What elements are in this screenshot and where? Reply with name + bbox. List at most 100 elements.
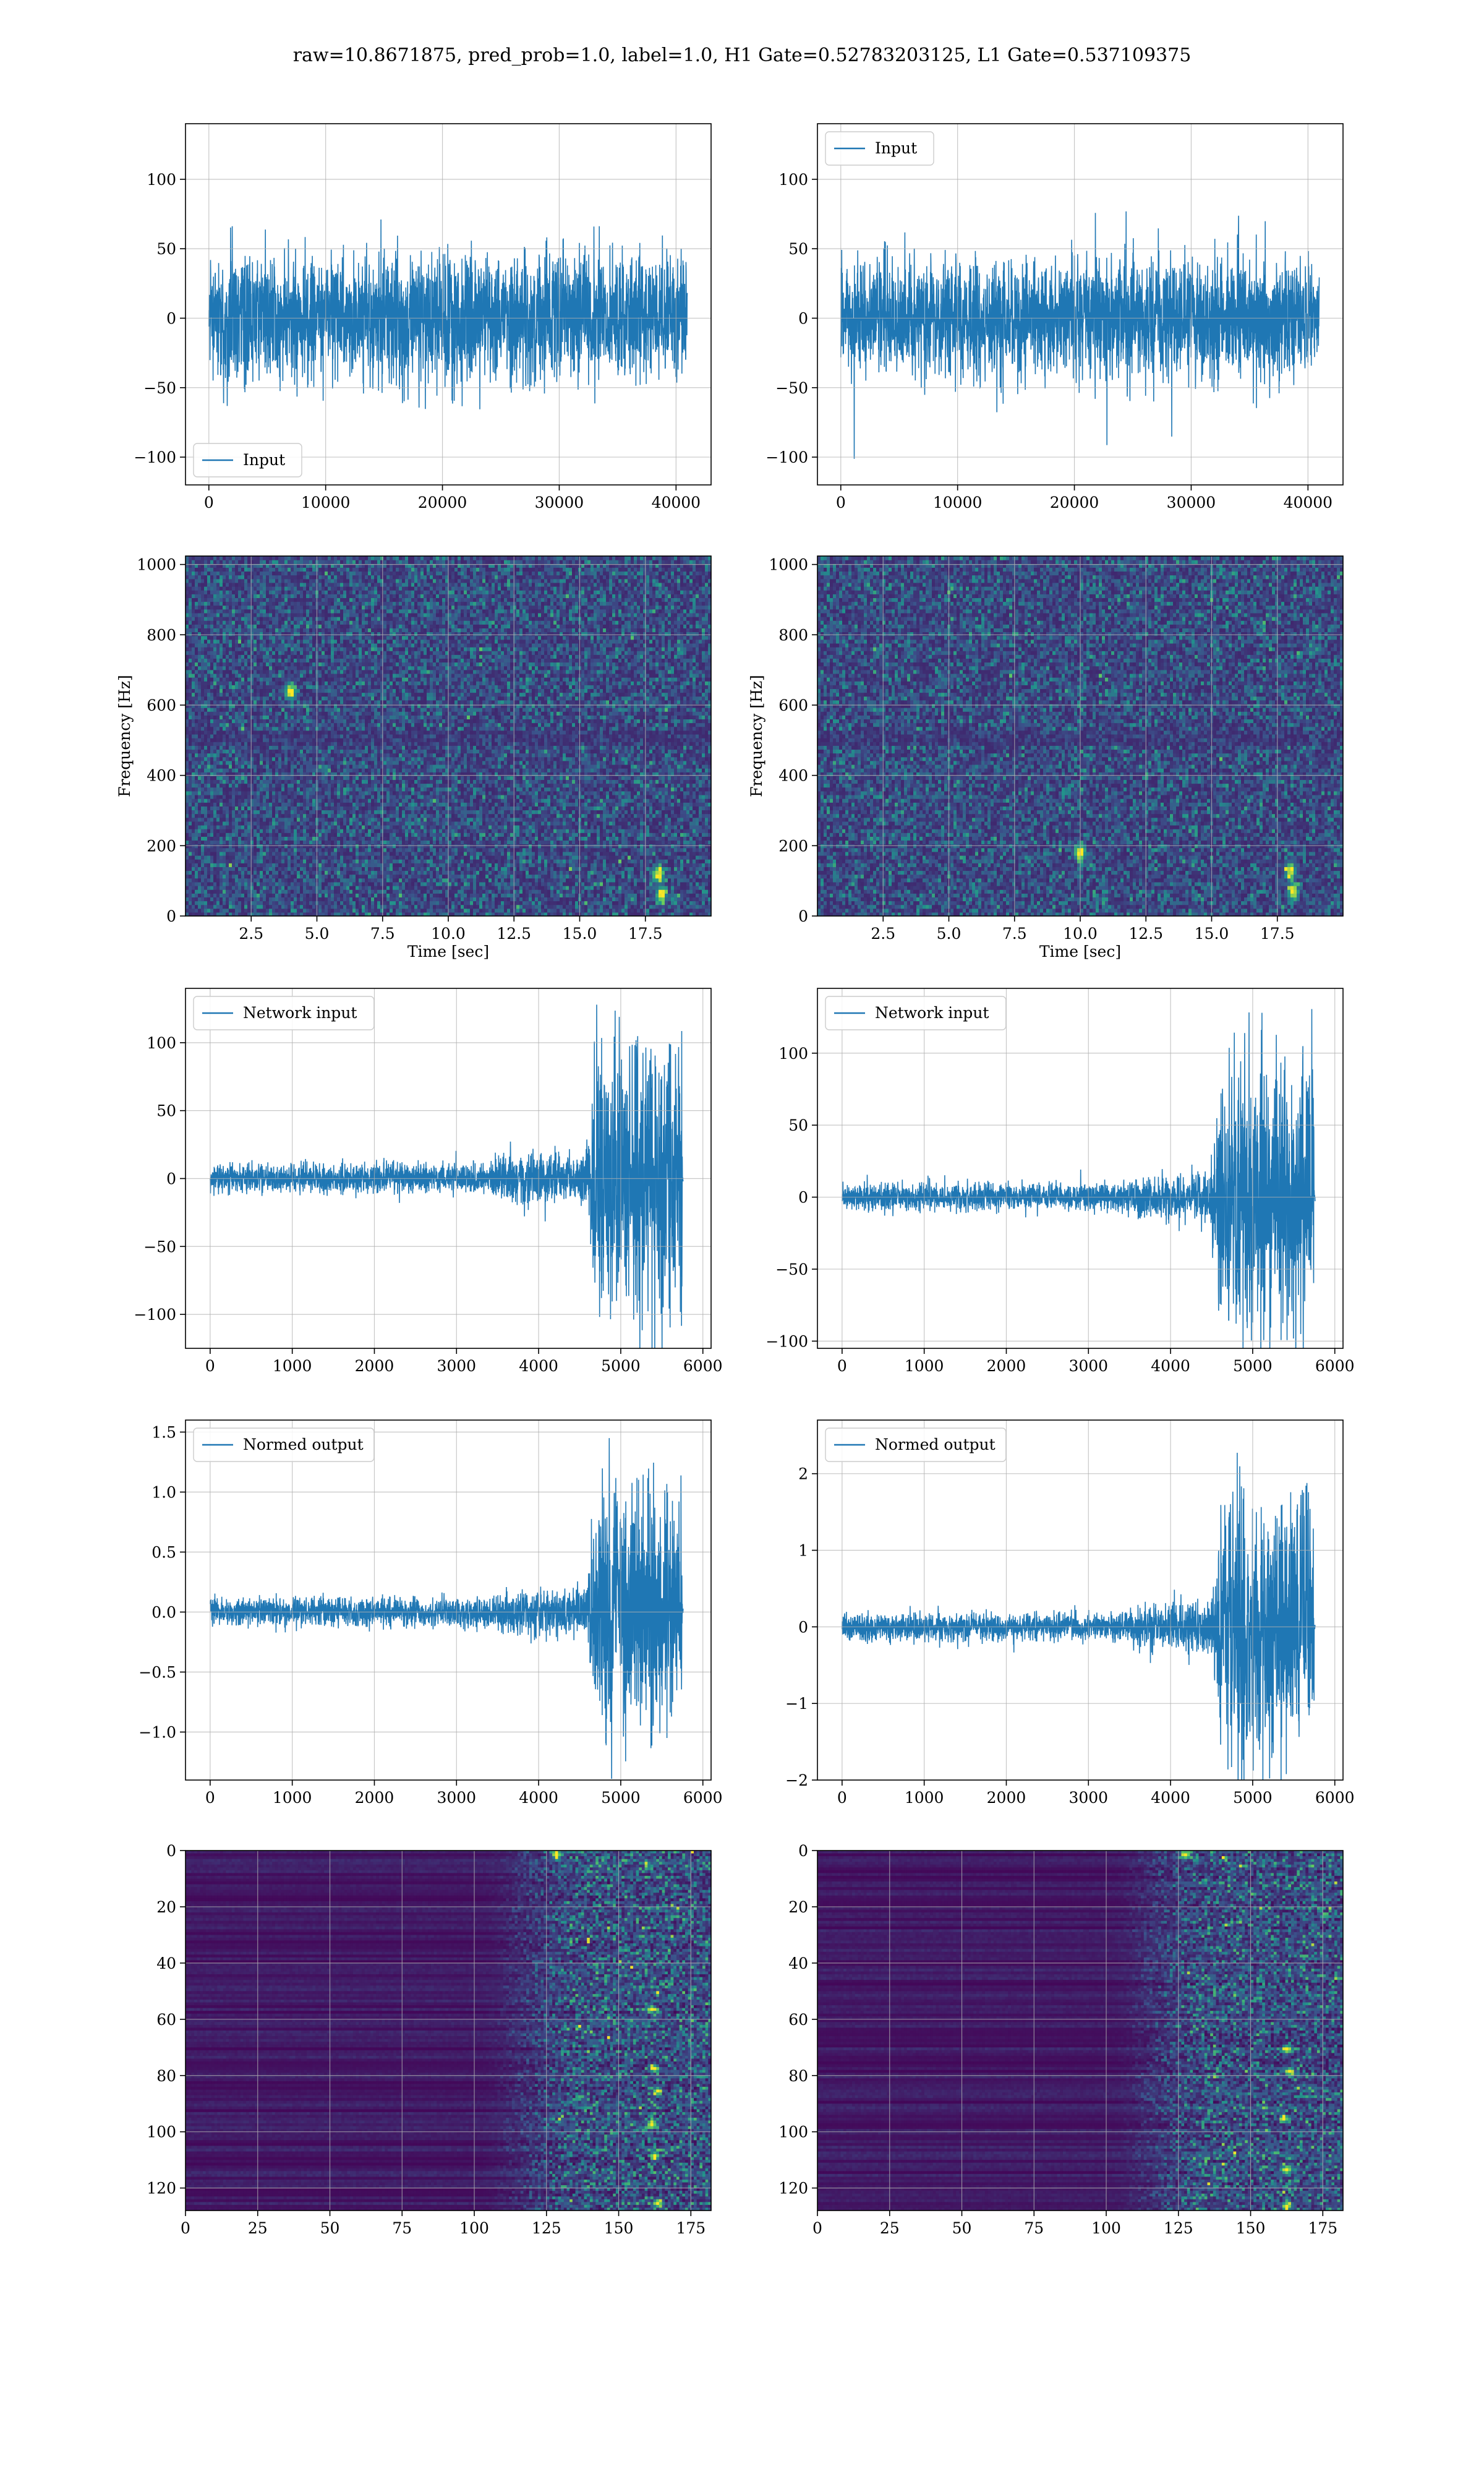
x-tick-label: 4000 [1151,1789,1190,1807]
x-tick-label: 1000 [905,1789,944,1807]
x-tick-label: 20000 [1050,494,1099,511]
x-tick-label: 75 [392,2219,412,2237]
x-tick-label: 20000 [418,494,467,511]
x-tick-label: 6000 [683,1357,723,1375]
legend-label: Network input [243,1004,357,1022]
x-tick-label: 75 [1024,2219,1044,2237]
x-tick-label: 10000 [933,494,983,511]
x-tick-label: 0 [836,494,846,511]
y-tick-label: 120 [778,2180,808,2198]
x-tick-label: 3000 [437,1789,476,1807]
y-tick-label: 0 [798,1189,808,1207]
y-tick-label: 50 [788,240,808,258]
y-tick-label: 40 [788,1954,808,1972]
legend-label: Normed output [243,1436,364,1453]
y-tick-label: −100 [134,1306,176,1324]
x-tick-label: 1000 [905,1357,944,1375]
x-tick-label: 5000 [601,1789,641,1807]
x-tick-label: 150 [1236,2219,1266,2237]
y-tick-label: 100 [778,1045,808,1063]
y-tick-label: 60 [156,2011,176,2029]
y-tick-label: 50 [156,1102,176,1120]
x-tick-label: 4000 [1151,1357,1190,1375]
x-tick-label: 175 [676,2219,706,2237]
x-tick-label: 50 [952,2219,972,2237]
legend-label: Input [875,139,917,157]
y-axis-label: Frequency [Hz] [748,675,765,797]
feature-cells [817,1851,1344,2211]
x-tick-label: 0 [205,1357,215,1375]
x-tick-label: 0 [181,2219,190,2237]
y-tick-label: 60 [788,2011,808,2029]
x-tick-label: 10000 [301,494,351,511]
y-tick-label: 1000 [137,556,176,574]
x-tick-label: 0 [205,1789,215,1807]
y-tick-label: −50 [143,379,176,397]
x-tick-label: 15.0 [563,925,597,943]
y-tick-label: 0 [166,1170,176,1188]
y-tick-label: 200 [778,837,808,855]
y-tick-label: 400 [147,767,176,785]
legend: Input [194,443,302,477]
chart-l1-spectrogram: 2.5 5.0 7.5 10.0 12.5 15.0 17.5020040060080010… [748,556,1344,961]
legend: Normed output [194,1428,374,1462]
x-tick-label: 40000 [1284,494,1333,511]
y-tick-label: 2 [798,1465,808,1483]
y-tick-label: 0 [166,1842,176,1860]
y-tick-label: 100 [147,1034,176,1052]
x-tick-label: 0 [837,1357,847,1375]
y-tick-label: 0 [798,907,808,925]
x-tick-label: 6000 [1315,1789,1355,1807]
x-tick-label: 125 [1164,2219,1193,2237]
y-tick-label: −1.0 [139,1723,176,1741]
x-tick-label: 4000 [519,1357,558,1375]
x-tick-label: 6000 [1315,1357,1355,1375]
y-tick-label: −100 [765,448,808,466]
x-tick-label: 150 [604,2219,634,2237]
y-tick-label: −1 [785,1695,808,1713]
x-axis-label: Time [sec] [1039,943,1121,961]
x-tick-label: 17.5 [628,925,663,943]
x-tick-label: 125 [532,2219,561,2237]
y-tick-label: 1.0 [151,1483,176,1501]
x-tick-label: 3000 [1068,1357,1108,1375]
x-tick-label: 2.5 [871,925,895,943]
x-tick-label: 5000 [1233,1357,1273,1375]
legend-label: Input [243,451,285,469]
y-tick-label: 100 [778,171,808,189]
x-tick-label: 2000 [355,1789,394,1807]
y-tick-label: 100 [147,171,176,189]
x-tick-label: 7.5 [370,925,395,943]
x-tick-label: 100 [1091,2219,1121,2237]
y-tick-label: 1 [798,1542,808,1560]
y-tick-label: 0.0 [151,1603,176,1621]
y-tick-label: −50 [775,1261,808,1278]
y-tick-label: 0 [798,1618,808,1636]
chart-h1-spectrogram: 2.5 5.0 7.5 10.0 12.5 15.0 17.5020040060080010… [116,556,712,961]
x-axis-label: Time [sec] [407,943,489,961]
x-tick-label: 100 [459,2219,489,2237]
y-tick-label: 40 [156,1954,176,1972]
x-tick-label: 0 [837,1789,847,1807]
x-tick-label: 12.5 [497,925,531,943]
y-tick-label: 800 [147,626,176,644]
y-tick-label: 50 [788,1116,808,1134]
figure-title: raw=10.8671875, pred_prob=1.0, label=1.0… [293,45,1192,66]
y-tick-label: 0 [798,1842,808,1860]
x-tick-label: 5.0 [305,925,330,943]
x-tick-label: 0 [812,2219,822,2237]
y-tick-label: −50 [143,1238,176,1256]
x-tick-label: 40000 [652,494,701,511]
legend: Input [825,132,934,165]
y-tick-label: 1.5 [151,1423,176,1441]
x-tick-label: 15.0 [1195,925,1229,943]
y-tick-label: −0.5 [139,1663,176,1681]
plot-area [817,1851,1344,2211]
x-tick-label: 5000 [601,1357,641,1375]
x-tick-label: 1000 [273,1789,312,1807]
x-tick-label: 2.5 [239,925,263,943]
x-tick-label: 5000 [1233,1789,1273,1807]
x-tick-label: 25 [880,2219,900,2237]
